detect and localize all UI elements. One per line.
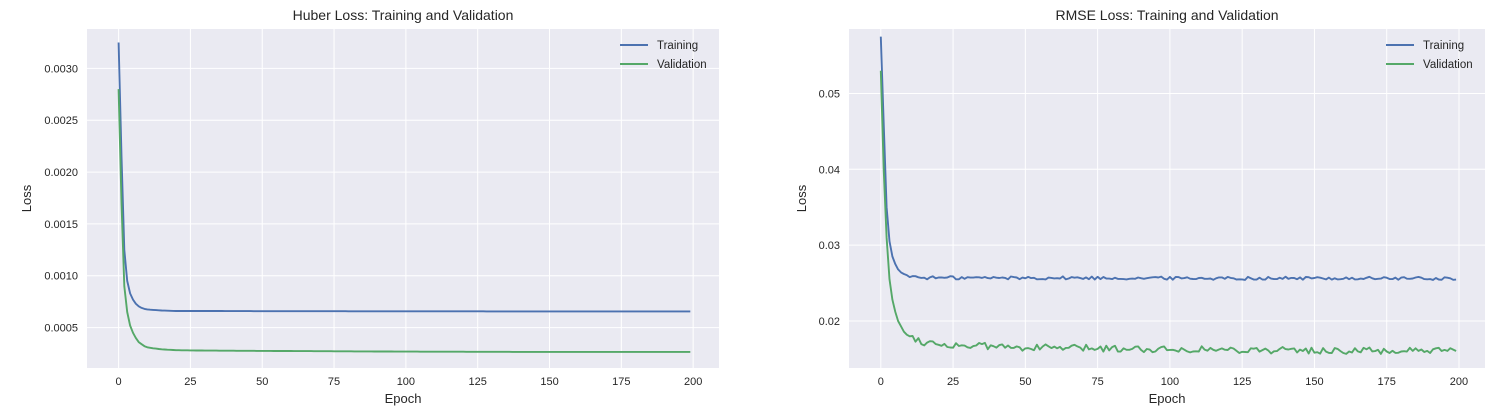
x-tick-label: 175 [1378,376,1396,388]
x-tick-label: 150 [1305,376,1323,388]
x-tick-label: 25 [184,376,196,388]
y-tick-label: 0.0025 [44,115,78,127]
y-tick-label: 0.0030 [44,63,78,75]
chart-panel-2: 0 25 50 75 100 125 150 175 200 0.02 0.03 0.04 0.05 RM… [794,7,1485,406]
x-tick-label: 150 [540,376,558,388]
legend-label-validation: Validation [657,59,707,71]
series-line-validation [879,70,1457,355]
chart-title: Huber Loss: Training and Validation [293,7,514,23]
x-tick-label: 200 [684,376,702,388]
x-tick-label: 75 [328,376,340,388]
plot-area [849,29,1485,368]
y-tick-label: 0.0020 [44,167,78,179]
chart-title: RMSE Loss: Training and Validation [1055,7,1278,23]
chart-panel-1: 0 25 50 75 100 125 150 175 200 0.0005 0.0010 0.0015… [19,7,719,406]
y-tick-label: 0.04 [819,164,840,176]
x-tick-label: 0 [878,376,884,388]
x-tick-label: 100 [397,376,415,388]
x-tick-label: 175 [612,376,630,388]
x-tick-label: 25 [947,376,959,388]
series-line-training [117,42,691,313]
x-tick-label: 50 [256,376,268,388]
x-tick-label: 0 [116,376,122,388]
y-tick-label: 0.0010 [44,271,78,283]
x-tick-label: 75 [1091,376,1103,388]
plot-area [87,29,719,368]
y-tick-label: 0.05 [819,88,840,100]
y-axis-label: Loss [794,184,809,212]
x-axis-label: Epoch [385,391,422,406]
y-tick-label: 0.03 [819,240,840,252]
y-tick-label: 0.0015 [44,219,78,231]
x-axis-label: Epoch [1149,391,1186,406]
y-axis-label: Loss [19,184,34,212]
legend-label-validation: Validation [1423,59,1473,71]
legend-label-training: Training [1423,40,1464,52]
y-tick-label: 0.02 [819,316,840,328]
legend-label-training: Training [657,40,698,52]
y-tick-label: 0.0005 [44,323,78,335]
x-tick-label: 200 [1450,376,1468,388]
series-line-validation [117,89,691,353]
x-tick-label: 100 [1161,376,1179,388]
series-line-training [879,36,1457,281]
x-tick-label: 125 [1233,376,1251,388]
x-tick-label: 50 [1019,376,1031,388]
x-tick-label: 125 [469,376,487,388]
